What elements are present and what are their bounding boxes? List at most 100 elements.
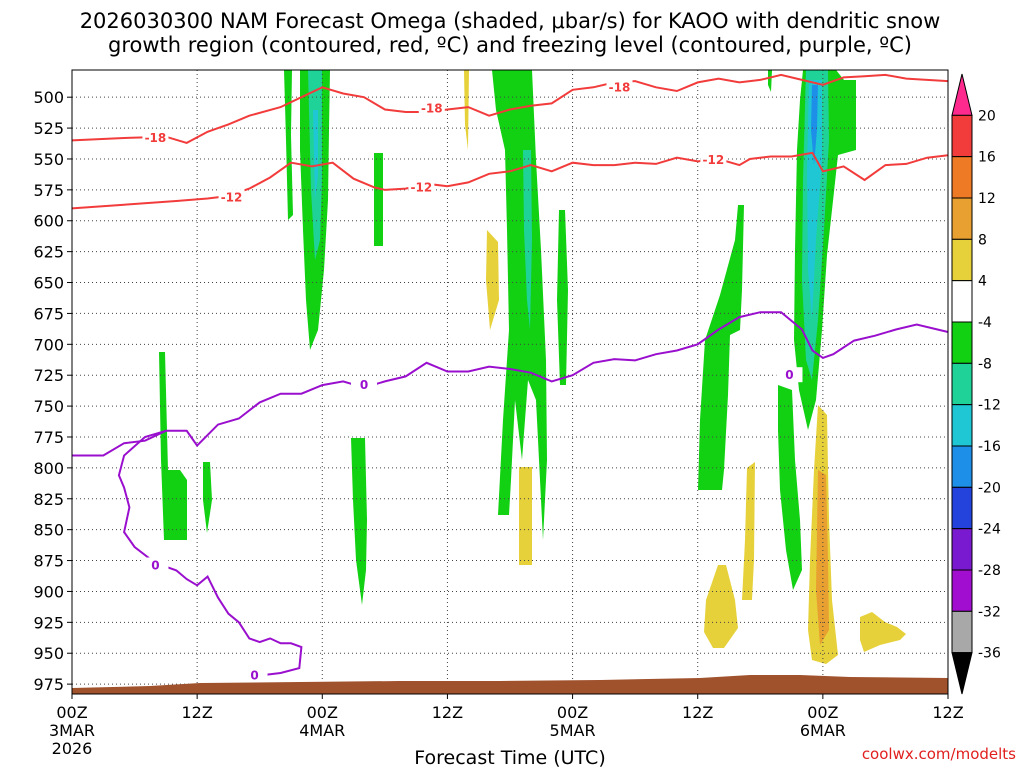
contour-label-bg <box>241 667 268 683</box>
y-tick-label: 900 <box>33 582 64 601</box>
colorbar-label: 8 <box>978 232 987 248</box>
dendritic-contour-label: -18 <box>609 80 631 94</box>
colorbar-swatch <box>951 445 973 488</box>
omega-shade-blue <box>811 85 818 165</box>
colorbar-swatch <box>951 321 973 364</box>
omega-shading <box>159 70 906 664</box>
chart-title-line-1: 2026030300 NAM Forecast Omega (shaded, μ… <box>80 9 941 33</box>
y-tick-label: 975 <box>33 675 64 694</box>
omega-shade-orange <box>816 470 829 645</box>
colorbar-swatch <box>951 197 973 240</box>
chart-title-line-2: growth region (contoured, red, ºC) and f… <box>108 33 912 57</box>
contour-lines <box>71 73 949 679</box>
x-axis-label: Forecast Time (UTC) <box>414 747 605 768</box>
x-tick-label: 12Z <box>682 703 713 722</box>
colorbar-label: -20 <box>978 480 1001 496</box>
colorbar-cap-top <box>951 73 973 116</box>
y-tick-label: 775 <box>33 428 64 447</box>
colorbar-label: 16 <box>978 150 996 166</box>
contour-label-bg <box>218 189 245 205</box>
colorbar-swatch <box>951 486 973 530</box>
omega-shade-yellow <box>860 612 906 652</box>
contour-labels: -18 -18 -18 -12 -12 -12 0 0 0 0 <box>142 79 803 683</box>
contour-label-bg <box>606 79 633 95</box>
freezing-contour-label: 0 <box>151 558 159 572</box>
omega-shade-green <box>778 385 802 590</box>
dendritic-contour-label: -18 <box>145 131 167 145</box>
omega-shade-green <box>374 153 383 246</box>
contour-label-bg <box>408 179 435 195</box>
colorbar-swatch <box>951 528 973 571</box>
terrain-ground <box>72 675 948 694</box>
colorbar-label: -4 <box>978 315 992 331</box>
x-tick-label: 00Z <box>307 703 338 722</box>
freezing-contour-label: 0 <box>785 368 793 382</box>
omega-shade-green <box>768 70 772 92</box>
colorbar-label: 4 <box>978 274 987 290</box>
x-tick-label: 12Z <box>181 703 212 722</box>
contour-label-bg <box>351 377 377 393</box>
omega-shade-teal <box>523 150 532 330</box>
y-tick-label: 650 <box>33 274 64 293</box>
colorbar-label: -36 <box>978 646 1001 662</box>
x-tick-year: 2026 <box>52 739 93 758</box>
x-tick-label: 00Z <box>557 703 588 722</box>
colorbar-swatch <box>951 569 973 612</box>
dendritic-contour-label: -12 <box>703 153 725 167</box>
y-tick-label: 750 <box>33 397 64 416</box>
colorbar-swatch <box>951 404 973 447</box>
y-tick-label: 850 <box>33 521 64 540</box>
freezing-contour-0 <box>117 429 303 679</box>
x-tick-label: 12Z <box>932 703 963 722</box>
colorbar-cap-bottom <box>951 652 973 695</box>
x-tick-date: 4MAR <box>299 721 345 740</box>
colorbar-swatch <box>951 156 973 199</box>
colorbar-swatch <box>951 362 973 406</box>
colorbar-label: -24 <box>978 522 1001 538</box>
y-tick-label: 675 <box>33 304 64 323</box>
contour-label-bg <box>776 367 803 383</box>
dendritic-contour-label: -18 <box>421 101 443 115</box>
contour-label-bg <box>142 129 169 145</box>
omega-shade-green <box>203 462 212 533</box>
omega-shade-yellow <box>519 467 532 565</box>
omega-shade-cyan <box>807 80 822 320</box>
grid-lines <box>72 70 948 694</box>
dendritic-contour--12 <box>71 151 949 210</box>
colorbar-label: -16 <box>978 439 1001 455</box>
freezing-contour-label: 0 <box>250 668 258 682</box>
dendritic-contour--18 <box>71 73 949 144</box>
y-tick-label: 725 <box>33 366 64 385</box>
x-tick-label: 00Z <box>56 703 87 722</box>
colorbar-swatch <box>951 114 973 158</box>
y-tick-label: 700 <box>33 335 64 354</box>
omega-shade-cyan <box>313 110 318 200</box>
contour-label-bg <box>142 557 169 573</box>
colorbar-label: -28 <box>978 563 1001 579</box>
y-tick-label: 525 <box>33 119 64 138</box>
y-tick-label: 550 <box>33 150 64 169</box>
omega-shade-yellow <box>486 230 499 330</box>
x-tick-date: 3MAR <box>49 721 95 740</box>
omega-shade-green <box>557 210 568 385</box>
omega-shade-green <box>492 70 547 540</box>
colorbar-label: 12 <box>978 191 996 207</box>
credit-text: coolwx.com/modelts <box>862 745 1016 763</box>
plot-frame <box>71 69 949 695</box>
y-tick-label: 875 <box>33 552 64 571</box>
y-tick-label: 625 <box>33 243 64 262</box>
dendritic-contour-label: -12 <box>411 180 433 194</box>
omega-shade-green <box>698 205 744 490</box>
x-tick-label: 00Z <box>807 703 838 722</box>
y-tick-label: 825 <box>33 490 64 509</box>
y-tick-label: 950 <box>33 644 64 663</box>
omega-shade-yellow <box>742 462 755 600</box>
contour-label-bg <box>418 100 445 116</box>
freezing-contour-0 <box>72 311 949 457</box>
colorbar-label: -32 <box>978 604 1001 620</box>
dendritic-contour-label: -12 <box>221 190 243 204</box>
y-tick-label: 925 <box>33 613 64 632</box>
colorbar-label: -8 <box>978 356 992 372</box>
